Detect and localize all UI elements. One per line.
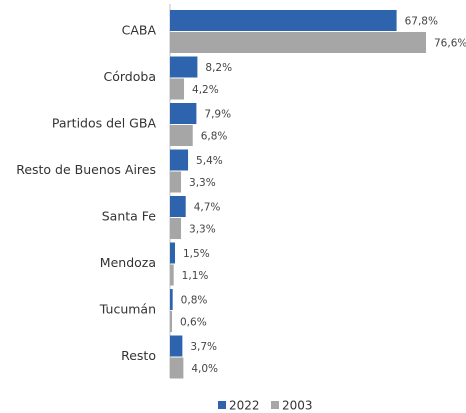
value-label: 3,3% [189, 224, 216, 236]
value-label: 8,2% [205, 62, 232, 74]
value-label: 4,0% [191, 363, 218, 375]
category-label: CABA [122, 23, 157, 38]
bar [170, 218, 182, 239]
bar [170, 149, 189, 171]
bar [170, 125, 193, 146]
value-label: 3,3% [189, 177, 216, 189]
legend-swatch [218, 401, 226, 409]
bar [170, 56, 198, 78]
bar [170, 242, 176, 264]
bar [170, 311, 173, 332]
value-label: 76,6% [434, 38, 466, 50]
value-label: 3,7% [190, 341, 217, 353]
value-label: 4,2% [192, 84, 219, 96]
category-label: Córdoba [104, 69, 156, 84]
value-label: 7,9% [204, 109, 231, 121]
category-label: Tucumán [99, 302, 156, 317]
category-label: Mendoza [100, 255, 156, 270]
category-label: Resto [121, 348, 156, 363]
value-label: 0,6% [180, 317, 207, 329]
value-label: 1,1% [182, 270, 209, 282]
category-label: Partidos del GBA [52, 116, 157, 131]
value-label: 67,8% [405, 16, 438, 28]
bar [170, 357, 184, 379]
bar [170, 289, 173, 310]
category-label: Resto de Buenos Aires [16, 162, 156, 177]
bar [170, 32, 426, 53]
bar [170, 10, 397, 31]
category-label: Santa Fe [102, 209, 157, 224]
bar [170, 335, 183, 357]
value-label: 0,8% [181, 295, 208, 307]
legend-label: 2022 [229, 399, 260, 413]
legend-swatch [271, 401, 279, 409]
bar [170, 103, 197, 124]
value-label: 1,5% [183, 248, 210, 260]
value-label: 4,7% [194, 202, 221, 214]
bar [170, 171, 182, 193]
value-label: 5,4% [196, 155, 223, 167]
bar [170, 78, 185, 100]
bar [170, 196, 186, 217]
bar [170, 264, 174, 286]
value-label: 6,8% [201, 131, 228, 143]
legend-label: 2003 [282, 399, 313, 413]
